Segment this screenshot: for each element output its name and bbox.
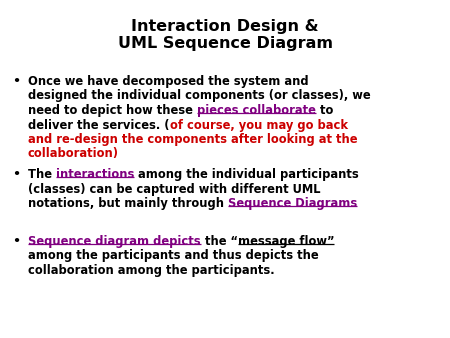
Text: •: • — [12, 235, 20, 248]
Text: •: • — [12, 168, 20, 181]
Text: message flow”: message flow” — [238, 235, 334, 248]
Text: deliver the services. (: deliver the services. ( — [28, 119, 170, 131]
Text: •: • — [12, 75, 20, 88]
Text: among the participants and thus depicts the: among the participants and thus depicts … — [28, 249, 319, 263]
Text: UML Sequence Diagram: UML Sequence Diagram — [117, 36, 333, 51]
Text: of course, you may go back: of course, you may go back — [170, 119, 347, 131]
Text: among the individual participants: among the individual participants — [135, 168, 359, 181]
Text: designed the individual components (or classes), we: designed the individual components (or c… — [28, 90, 371, 102]
Text: Once we have decomposed the system and: Once we have decomposed the system and — [28, 75, 309, 88]
Text: The: The — [28, 168, 56, 181]
Text: Sequence Diagrams: Sequence Diagrams — [228, 197, 357, 210]
Text: Sequence diagram depicts: Sequence diagram depicts — [28, 235, 201, 248]
Text: collaboration): collaboration) — [28, 147, 119, 161]
Text: pieces collaborate: pieces collaborate — [197, 104, 316, 117]
Text: (classes) can be captured with different UML: (classes) can be captured with different… — [28, 183, 320, 195]
Text: notations, but mainly through: notations, but mainly through — [28, 197, 228, 210]
Text: to: to — [316, 104, 333, 117]
Text: need to depict how these: need to depict how these — [28, 104, 197, 117]
Text: the “: the “ — [201, 235, 238, 248]
Text: interactions: interactions — [56, 168, 135, 181]
Text: and re-design the components after looking at the: and re-design the components after looki… — [28, 133, 357, 146]
Text: Interaction Design &: Interaction Design & — [131, 20, 319, 34]
Text: collaboration among the participants.: collaboration among the participants. — [28, 264, 274, 277]
